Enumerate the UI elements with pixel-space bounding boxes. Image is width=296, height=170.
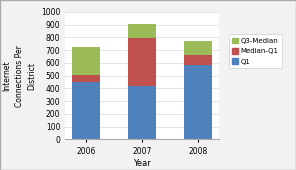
Bar bbox=[184, 55, 212, 65]
Y-axis label: Internet
Connections Per
District: Internet Connections Per District bbox=[3, 45, 37, 107]
Bar bbox=[72, 75, 100, 82]
Bar bbox=[72, 47, 100, 75]
X-axis label: Year: Year bbox=[133, 159, 151, 168]
Bar bbox=[128, 24, 156, 38]
Legend: Q3-Median, Median-Q1, Q1: Q3-Median, Median-Q1, Q1 bbox=[229, 35, 282, 68]
Bar bbox=[184, 65, 212, 139]
Bar bbox=[72, 82, 100, 139]
Bar bbox=[184, 41, 212, 55]
Bar bbox=[128, 86, 156, 139]
Bar bbox=[128, 38, 156, 86]
